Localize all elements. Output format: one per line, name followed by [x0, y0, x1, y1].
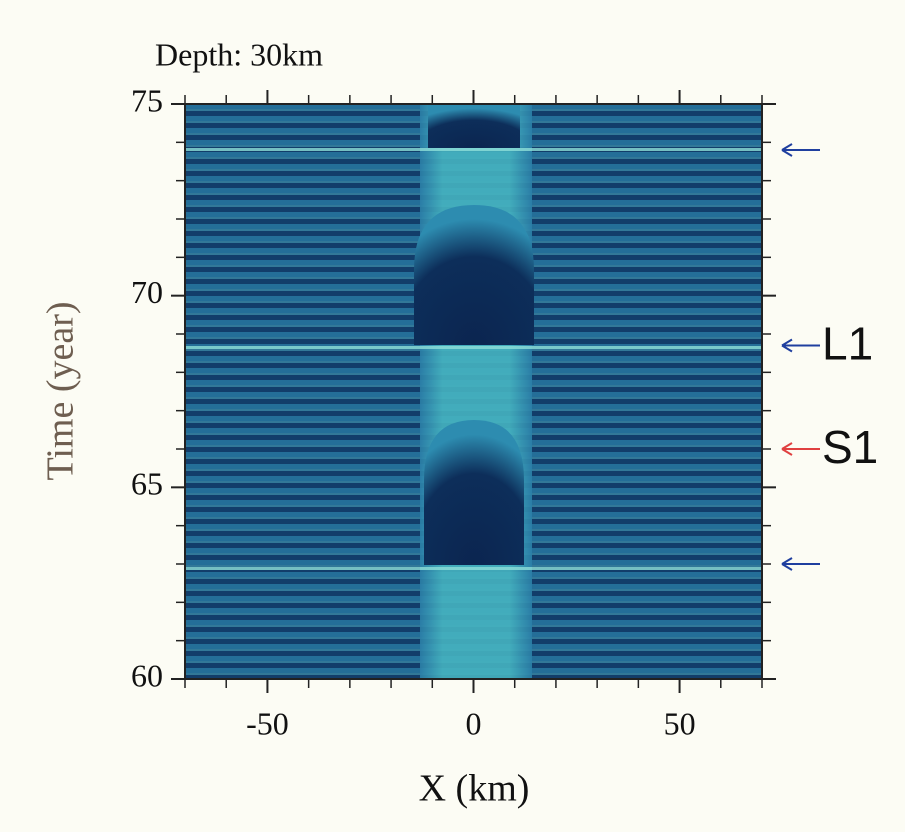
heatmap-texture: [185, 148, 762, 151]
y-tick-label: 70: [131, 274, 163, 310]
x-tick-label: 50: [664, 705, 696, 741]
annotation-arrowhead: [781, 442, 793, 456]
heatmap-texture: [428, 104, 520, 148]
y-tick-label: 75: [131, 82, 163, 118]
x-axis-label: X (km): [419, 768, 530, 810]
heatmap-texture: [420, 104, 532, 679]
heatmap-texture: [185, 567, 762, 570]
heatmap-texture: [424, 420, 524, 565]
annotation-label: L1: [822, 318, 873, 370]
annotation-arrowhead: [781, 143, 793, 157]
annotation-label: S1: [822, 421, 878, 473]
annotation-arrowhead: [781, 338, 793, 353]
y-axis-label: Time (year): [40, 301, 82, 480]
y-tick-label: 65: [131, 466, 163, 502]
y-tick-label: 60: [131, 657, 163, 693]
chart-title: Depth: 30km: [155, 36, 323, 72]
x-tick-label: 0: [466, 705, 482, 741]
heatmap-texture: [185, 346, 762, 349]
annotation-arrowhead: [781, 557, 793, 571]
heatmap: [185, 104, 762, 679]
x-tick-label: -50: [246, 705, 289, 741]
heatmap-texture: [414, 205, 534, 345]
